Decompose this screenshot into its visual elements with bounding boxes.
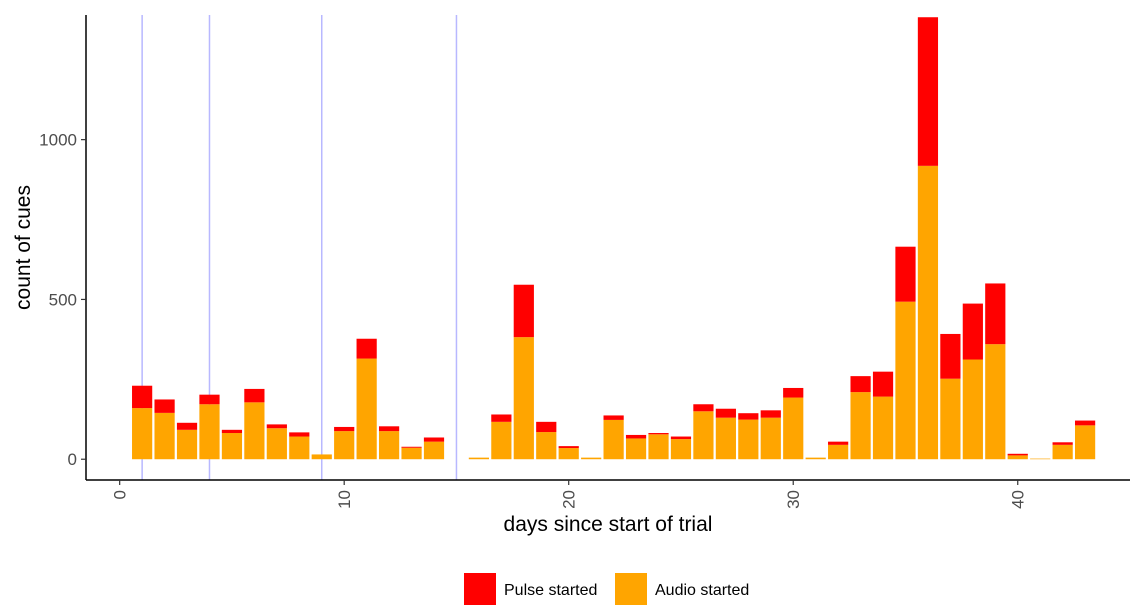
bar-segment — [603, 419, 624, 460]
bar-segment — [670, 436, 692, 440]
bar-segment — [738, 419, 759, 460]
bar-segment — [244, 402, 265, 460]
bar-segment — [1052, 444, 1073, 460]
bar-segment — [154, 399, 175, 413]
bar-segment — [625, 438, 647, 460]
bar-segment — [1052, 442, 1073, 445]
bar-segment — [132, 385, 153, 409]
bar-segment — [872, 396, 894, 460]
bar-segment — [715, 417, 736, 460]
legend: Pulse started Audio started — [464, 573, 749, 605]
bar-segment — [1074, 420, 1096, 426]
bar-segment — [221, 433, 243, 460]
x-axis-ticks: 0 10 20 30 40 — [111, 480, 1028, 509]
bar-segment — [356, 358, 377, 460]
bar-segment — [783, 397, 804, 460]
bar-segment — [940, 333, 961, 379]
bar-segment — [1007, 453, 1028, 456]
bar-segment — [760, 417, 781, 460]
bar-segment — [423, 437, 445, 442]
legend-key — [464, 573, 496, 605]
x-tick-label: 30 — [784, 490, 803, 509]
bar-segment — [1074, 425, 1096, 460]
bar-segment — [962, 303, 983, 360]
bar-segment — [1007, 455, 1028, 460]
bar-segment — [828, 444, 849, 460]
bar-segment — [378, 426, 400, 432]
bar-segment — [536, 432, 557, 460]
legend-label: Audio started — [655, 582, 749, 599]
x-tick-label: 10 — [335, 490, 354, 509]
bar-segment — [244, 388, 265, 403]
bar-segment — [648, 434, 669, 460]
bar-segment — [670, 439, 692, 460]
bar-segment — [850, 376, 871, 393]
bars — [132, 17, 1096, 460]
bar-segment — [693, 404, 714, 412]
bar-segment — [917, 165, 939, 460]
bar-segment — [132, 408, 153, 460]
bar-segment — [603, 415, 624, 420]
bar-segment — [940, 378, 961, 460]
bar-segment — [311, 454, 332, 460]
bar-segment — [334, 431, 355, 460]
bar-segment — [289, 432, 310, 437]
y-tick-label: 1000 — [39, 131, 77, 150]
bar-segment — [491, 414, 512, 422]
x-tick-label: 40 — [1009, 490, 1028, 509]
bar-segment — [895, 301, 916, 460]
bar-segment — [558, 446, 579, 449]
bar-segment — [176, 422, 198, 430]
bar-segment — [962, 359, 983, 460]
bar-segment — [985, 283, 1006, 345]
bar-segment — [378, 431, 400, 460]
bar-segment — [760, 410, 781, 418]
bar-segment — [176, 429, 198, 460]
x-tick-label: 20 — [560, 490, 579, 509]
bar-segment — [917, 17, 939, 166]
bar-segment — [805, 457, 826, 460]
bar-segment — [513, 337, 534, 460]
bar-segment — [693, 411, 714, 460]
legend-key — [615, 573, 647, 605]
bar-segment — [266, 428, 287, 460]
bar-segment — [648, 433, 669, 435]
bar-segment — [334, 426, 355, 432]
bar-segment — [1030, 458, 1051, 460]
y-tick-label: 0 — [68, 450, 77, 469]
x-axis-title: days since start of trial — [504, 513, 713, 536]
legend-label: Pulse started — [504, 582, 597, 599]
x-tick-label: 0 — [111, 490, 130, 499]
bar-segment — [154, 412, 175, 460]
y-tick-label: 500 — [49, 290, 77, 309]
y-axis-ticks: 0 500 1000 — [39, 131, 86, 469]
bar-segment — [625, 434, 647, 439]
bar-segment — [266, 424, 287, 429]
y-axis-title: count of cues — [12, 185, 35, 310]
bar-segment — [872, 371, 894, 397]
bar-segment — [199, 404, 220, 460]
bar-segment — [828, 441, 849, 445]
bar-segment — [423, 441, 445, 460]
reference-lines — [141, 15, 458, 480]
bar-segment — [850, 392, 871, 460]
bar-segment — [356, 338, 377, 359]
bar-segment — [289, 436, 310, 460]
bar-segment — [783, 387, 804, 398]
bar-segment — [513, 284, 534, 338]
bar-segment — [401, 446, 422, 448]
bar-segment — [199, 394, 220, 405]
bar-segment — [401, 447, 422, 460]
bar-segment — [715, 408, 736, 418]
bar-segment — [558, 448, 579, 460]
bar-segment — [738, 413, 759, 420]
bar-segment — [221, 429, 243, 434]
bar-segment — [491, 421, 512, 460]
bar-segment — [581, 457, 602, 460]
bar-segment — [985, 344, 1006, 460]
bar-segment — [468, 457, 490, 460]
bar-segment — [536, 421, 557, 433]
bar-segment — [895, 246, 916, 302]
